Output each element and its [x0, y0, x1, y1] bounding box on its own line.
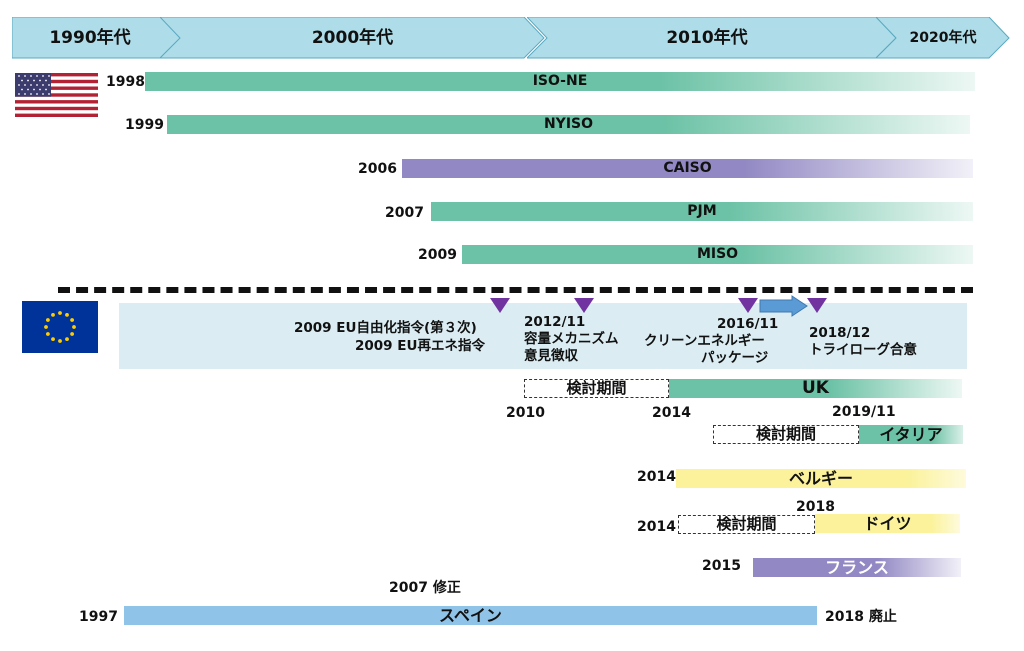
review-label: 検討期間: [755, 425, 816, 443]
miso-bar: MISO: [462, 245, 973, 264]
marker-2009-icon: [490, 298, 510, 313]
spain-label: スペイン: [439, 606, 502, 625]
review-label: 検討期間: [566, 379, 627, 397]
decade-2010s: 2010年代: [527, 17, 897, 59]
italy-bar: イタリア: [859, 425, 963, 444]
pjm-label: PJM: [687, 203, 717, 219]
decade-label: 1990年代: [49, 28, 131, 48]
pjm-year: 2007: [385, 205, 424, 221]
italy-label: イタリア: [879, 425, 943, 444]
annotation-2016-line3: パッケージ: [701, 350, 769, 366]
annotation-2016-line2: クリーンエネルギー: [644, 333, 765, 349]
chevron-shape: [160, 17, 545, 59]
france-label: フランス: [825, 558, 889, 577]
marker-2018-icon: [807, 298, 827, 313]
annotation-2009-line2: 2009 EU再エネ指令: [355, 338, 485, 354]
italy-review-period: 検討期間: [713, 425, 859, 444]
caiso-year: 2006: [358, 161, 397, 177]
belgium-year: 2014: [637, 469, 676, 485]
uk-review-end-year: 2014: [652, 405, 691, 421]
caiso-label: CAISO: [663, 160, 712, 176]
spain-bar: スペイン: [124, 606, 817, 625]
caiso-bar: CAISO: [402, 159, 973, 178]
decade-2020s: 2020年代: [876, 17, 1010, 59]
spain-year: 1997: [79, 609, 118, 625]
annotation-2012-line1: 2012/11: [524, 314, 586, 330]
marker-2016-icon: [738, 298, 758, 313]
iso-ne-year: 1998: [106, 74, 145, 90]
spain-end: 2018 廃止: [825, 609, 897, 625]
uk-mark-date: 2019/11: [832, 404, 896, 420]
annotation-2012-line3: 意見徴収: [524, 348, 578, 364]
decade-2000s: 2000年代: [160, 17, 545, 59]
us-eu-divider: [58, 287, 973, 293]
annotation-2009-line1: 2009 EU自由化指令(第３次): [294, 320, 477, 336]
iso-ne-bar: ISO-NE: [145, 72, 975, 91]
uk-bar: UK: [669, 379, 962, 398]
germany-review-period: 検討期間: [678, 515, 815, 534]
miso-year: 2009: [418, 247, 457, 263]
belgium-bar: ベルギー: [676, 469, 966, 488]
annotation-2012-line2: 容量メカニズム: [524, 331, 619, 347]
us-flag-icon: [15, 73, 98, 117]
germany-mark-year: 2018: [796, 499, 835, 515]
arrow-right-icon: [759, 295, 808, 317]
pjm-bar: PJM: [431, 202, 973, 221]
miso-label: MISO: [696, 246, 739, 262]
eu-policy-band: [119, 303, 967, 369]
iso-ne-label: ISO-NE: [532, 73, 588, 89]
review-label: 検討期間: [716, 515, 777, 533]
annotation-2018-line1: 2018/12: [809, 325, 871, 341]
annotation-2016-line1: 2016/11: [717, 316, 779, 332]
decade-label: 2000年代: [311, 28, 394, 48]
uk-label: UK: [802, 378, 829, 398]
uk-review-period: 検討期間: [524, 379, 669, 398]
nyiso-year: 1999: [125, 117, 164, 133]
germany-year: 2014: [637, 519, 676, 535]
france-bar: フランス: [753, 558, 961, 577]
germany-bar: ドイツ: [815, 514, 960, 533]
annotation-2018-line2: トライローグ合意: [809, 342, 917, 358]
decade-1990s: 1990年代: [12, 17, 184, 59]
eu-flag-icon: [22, 301, 98, 353]
nyiso-bar: NYISO: [167, 115, 970, 134]
decade-label: 2020年代: [909, 30, 977, 46]
decade-label: 2010年代: [666, 28, 748, 48]
germany-label: ドイツ: [863, 514, 912, 533]
belgium-label: ベルギー: [788, 469, 853, 488]
spain-revision: 2007 修正: [389, 580, 461, 596]
nyiso-label: NYISO: [543, 116, 594, 132]
chevron-shape: [876, 17, 1010, 59]
france-year: 2015: [702, 558, 741, 574]
uk-start-year: 2010: [506, 405, 545, 421]
marker-2012-icon: [574, 298, 594, 313]
